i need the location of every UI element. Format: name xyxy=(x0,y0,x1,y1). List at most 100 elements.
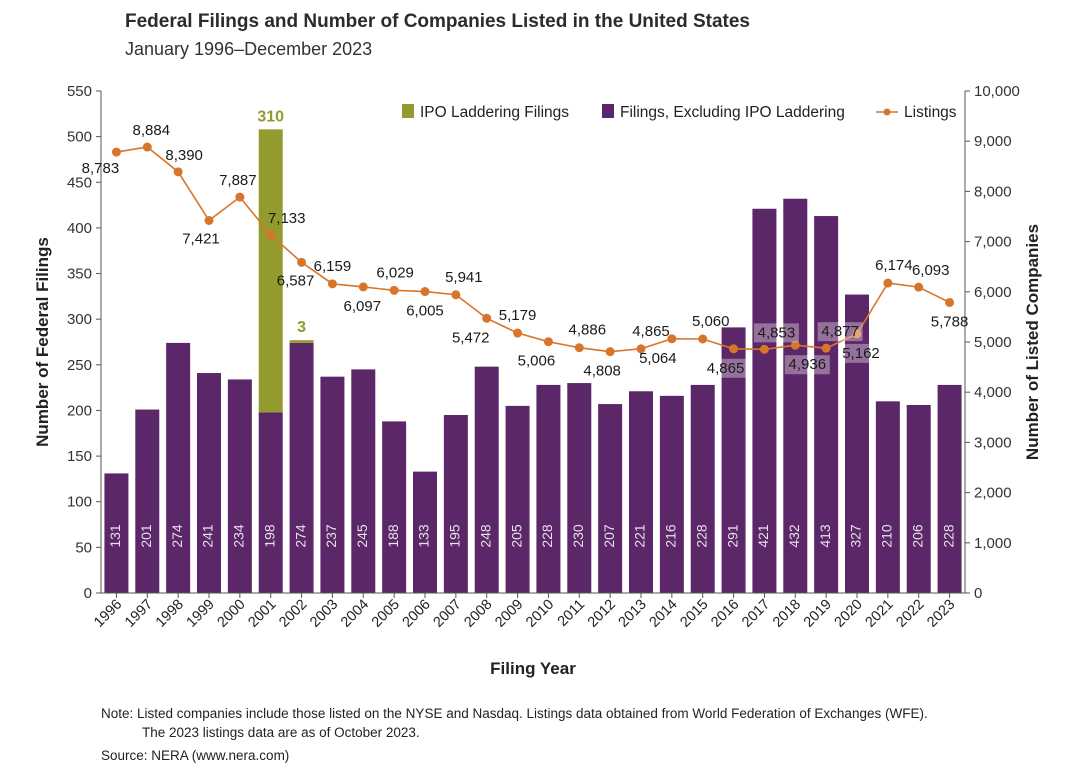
right-tick-label: 9,000 xyxy=(974,133,1012,150)
listings-point xyxy=(729,344,739,354)
filings-bar xyxy=(937,384,962,593)
filings-bar xyxy=(814,216,839,593)
filings-bar-label: 234 xyxy=(231,524,247,548)
filings-bar xyxy=(443,415,468,593)
filings-bar-label: 237 xyxy=(323,524,339,548)
filings-bar-label: 216 xyxy=(663,524,679,548)
chart-source: Source: NERA (www.nera.com) xyxy=(101,748,290,763)
filings-bar-label: 245 xyxy=(354,524,370,548)
listings-line xyxy=(116,146,950,353)
right-tick-label: 6,000 xyxy=(974,284,1012,301)
listings-point xyxy=(235,192,245,202)
legend-swatch-filings xyxy=(602,104,614,118)
legend-swatch-listings-dot xyxy=(883,108,891,116)
legend-label-filings: Filings, Excluding IPO Laddering xyxy=(620,104,845,121)
left-tick-label: 300 xyxy=(67,311,92,328)
listings-label: 5,006 xyxy=(518,353,556,370)
x-tick-label: 2010 xyxy=(523,597,557,631)
listings-label: 7,133 xyxy=(268,210,306,227)
left-tick-label: 200 xyxy=(67,402,92,419)
filings-bar xyxy=(474,366,499,593)
left-tick-label: 250 xyxy=(67,357,92,374)
filings-bar-label: 221 xyxy=(632,524,648,548)
filings-bar-label: 413 xyxy=(817,524,833,548)
listings-point xyxy=(327,279,337,289)
listings-point xyxy=(852,329,862,339)
listings-label: 8,884 xyxy=(133,122,171,139)
x-tick-label: 2018 xyxy=(770,597,804,631)
x-tick-label: 2014 xyxy=(647,597,681,631)
filings-bar-label: 228 xyxy=(693,524,709,548)
listings-point xyxy=(605,347,615,357)
filings-bar-label: 201 xyxy=(138,524,154,548)
listings-point xyxy=(759,344,769,354)
right-tick-label: 1,000 xyxy=(974,535,1012,552)
ipo-laddering-bar xyxy=(289,340,314,343)
right-tick-label: 2,000 xyxy=(974,485,1012,502)
filings-bar xyxy=(166,342,191,593)
x-tick-label: 2022 xyxy=(893,597,927,631)
listings-point xyxy=(204,215,214,225)
listings-label: 4,865 xyxy=(632,323,670,340)
x-tick-label: 2002 xyxy=(276,597,310,631)
filings-bar xyxy=(906,404,931,593)
filings-bar xyxy=(845,294,869,593)
filings-bar-label: 206 xyxy=(909,524,925,548)
note-line-2: The 2023 listings data are as of October… xyxy=(142,725,420,740)
note-line-1: Note: Listed companies include those lis… xyxy=(101,706,928,721)
filings-bar-label: 131 xyxy=(107,524,123,548)
filings-bar-label: 432 xyxy=(786,524,802,548)
x-tick-label: 2017 xyxy=(739,597,773,631)
x-tick-label: 2016 xyxy=(708,597,742,631)
filings-bar xyxy=(536,384,561,593)
y2-axis-title: Number of Listed Companies xyxy=(1023,224,1042,460)
listings-point xyxy=(482,313,492,323)
listings-label: 4,886 xyxy=(569,322,607,339)
filings-bar xyxy=(289,342,314,593)
listings-point xyxy=(790,340,800,350)
right-tick-label: 7,000 xyxy=(974,234,1012,251)
x-tick-label: 2003 xyxy=(307,597,341,631)
listings-point xyxy=(698,334,708,344)
filings-bar-label: 188 xyxy=(385,524,401,548)
x-tick-label: 2006 xyxy=(400,597,434,631)
listings-point xyxy=(173,167,183,177)
filings-bar xyxy=(659,395,684,593)
filings-bar-label: 274 xyxy=(169,524,185,548)
filings-bar xyxy=(505,405,530,593)
listings-point xyxy=(389,285,399,295)
left-tick-label: 0 xyxy=(84,585,92,602)
right-tick-label: 3,000 xyxy=(974,434,1012,451)
legend-label-ipo: IPO Laddering Filings xyxy=(420,104,569,121)
right-tick-label: 5,000 xyxy=(974,334,1012,351)
filings-bar xyxy=(413,471,437,593)
filings-bar-label: 421 xyxy=(755,524,771,548)
right-tick-label: 10,000 xyxy=(974,83,1020,100)
filings-bar-label: 228 xyxy=(539,524,555,548)
filings-bar xyxy=(197,373,221,593)
listings-point xyxy=(142,142,152,152)
x-tick-label: 1996 xyxy=(91,597,125,631)
listings-label-bg xyxy=(817,322,863,342)
chart-note: Note: Listed companies include those lis… xyxy=(101,704,928,742)
filings-bar-label: 198 xyxy=(261,524,277,548)
x-tick-label: 2000 xyxy=(215,597,249,631)
ipo-laddering-bar xyxy=(258,129,283,413)
listings-point xyxy=(420,287,430,297)
left-tick-label: 100 xyxy=(67,494,92,511)
x-tick-label: 2019 xyxy=(801,597,835,631)
filings-bar xyxy=(721,327,746,593)
listings-label: 8,390 xyxy=(165,147,203,164)
filings-bar-label: 228 xyxy=(940,524,956,548)
listings-label: 5,179 xyxy=(499,307,537,324)
listings-point xyxy=(111,147,121,157)
listings-point xyxy=(297,257,307,267)
listings-label: 4,853 xyxy=(758,324,796,341)
filings-bar-label: 210 xyxy=(879,524,895,548)
chart-subtitle: January 1996–December 2023 xyxy=(125,39,373,59)
ipo-laddering-label: 3 xyxy=(297,319,306,336)
filings-bar-label: 230 xyxy=(570,524,586,548)
listings-point xyxy=(636,344,646,354)
x-tick-label: 2020 xyxy=(832,597,866,631)
listings-label: 6,029 xyxy=(376,264,414,281)
